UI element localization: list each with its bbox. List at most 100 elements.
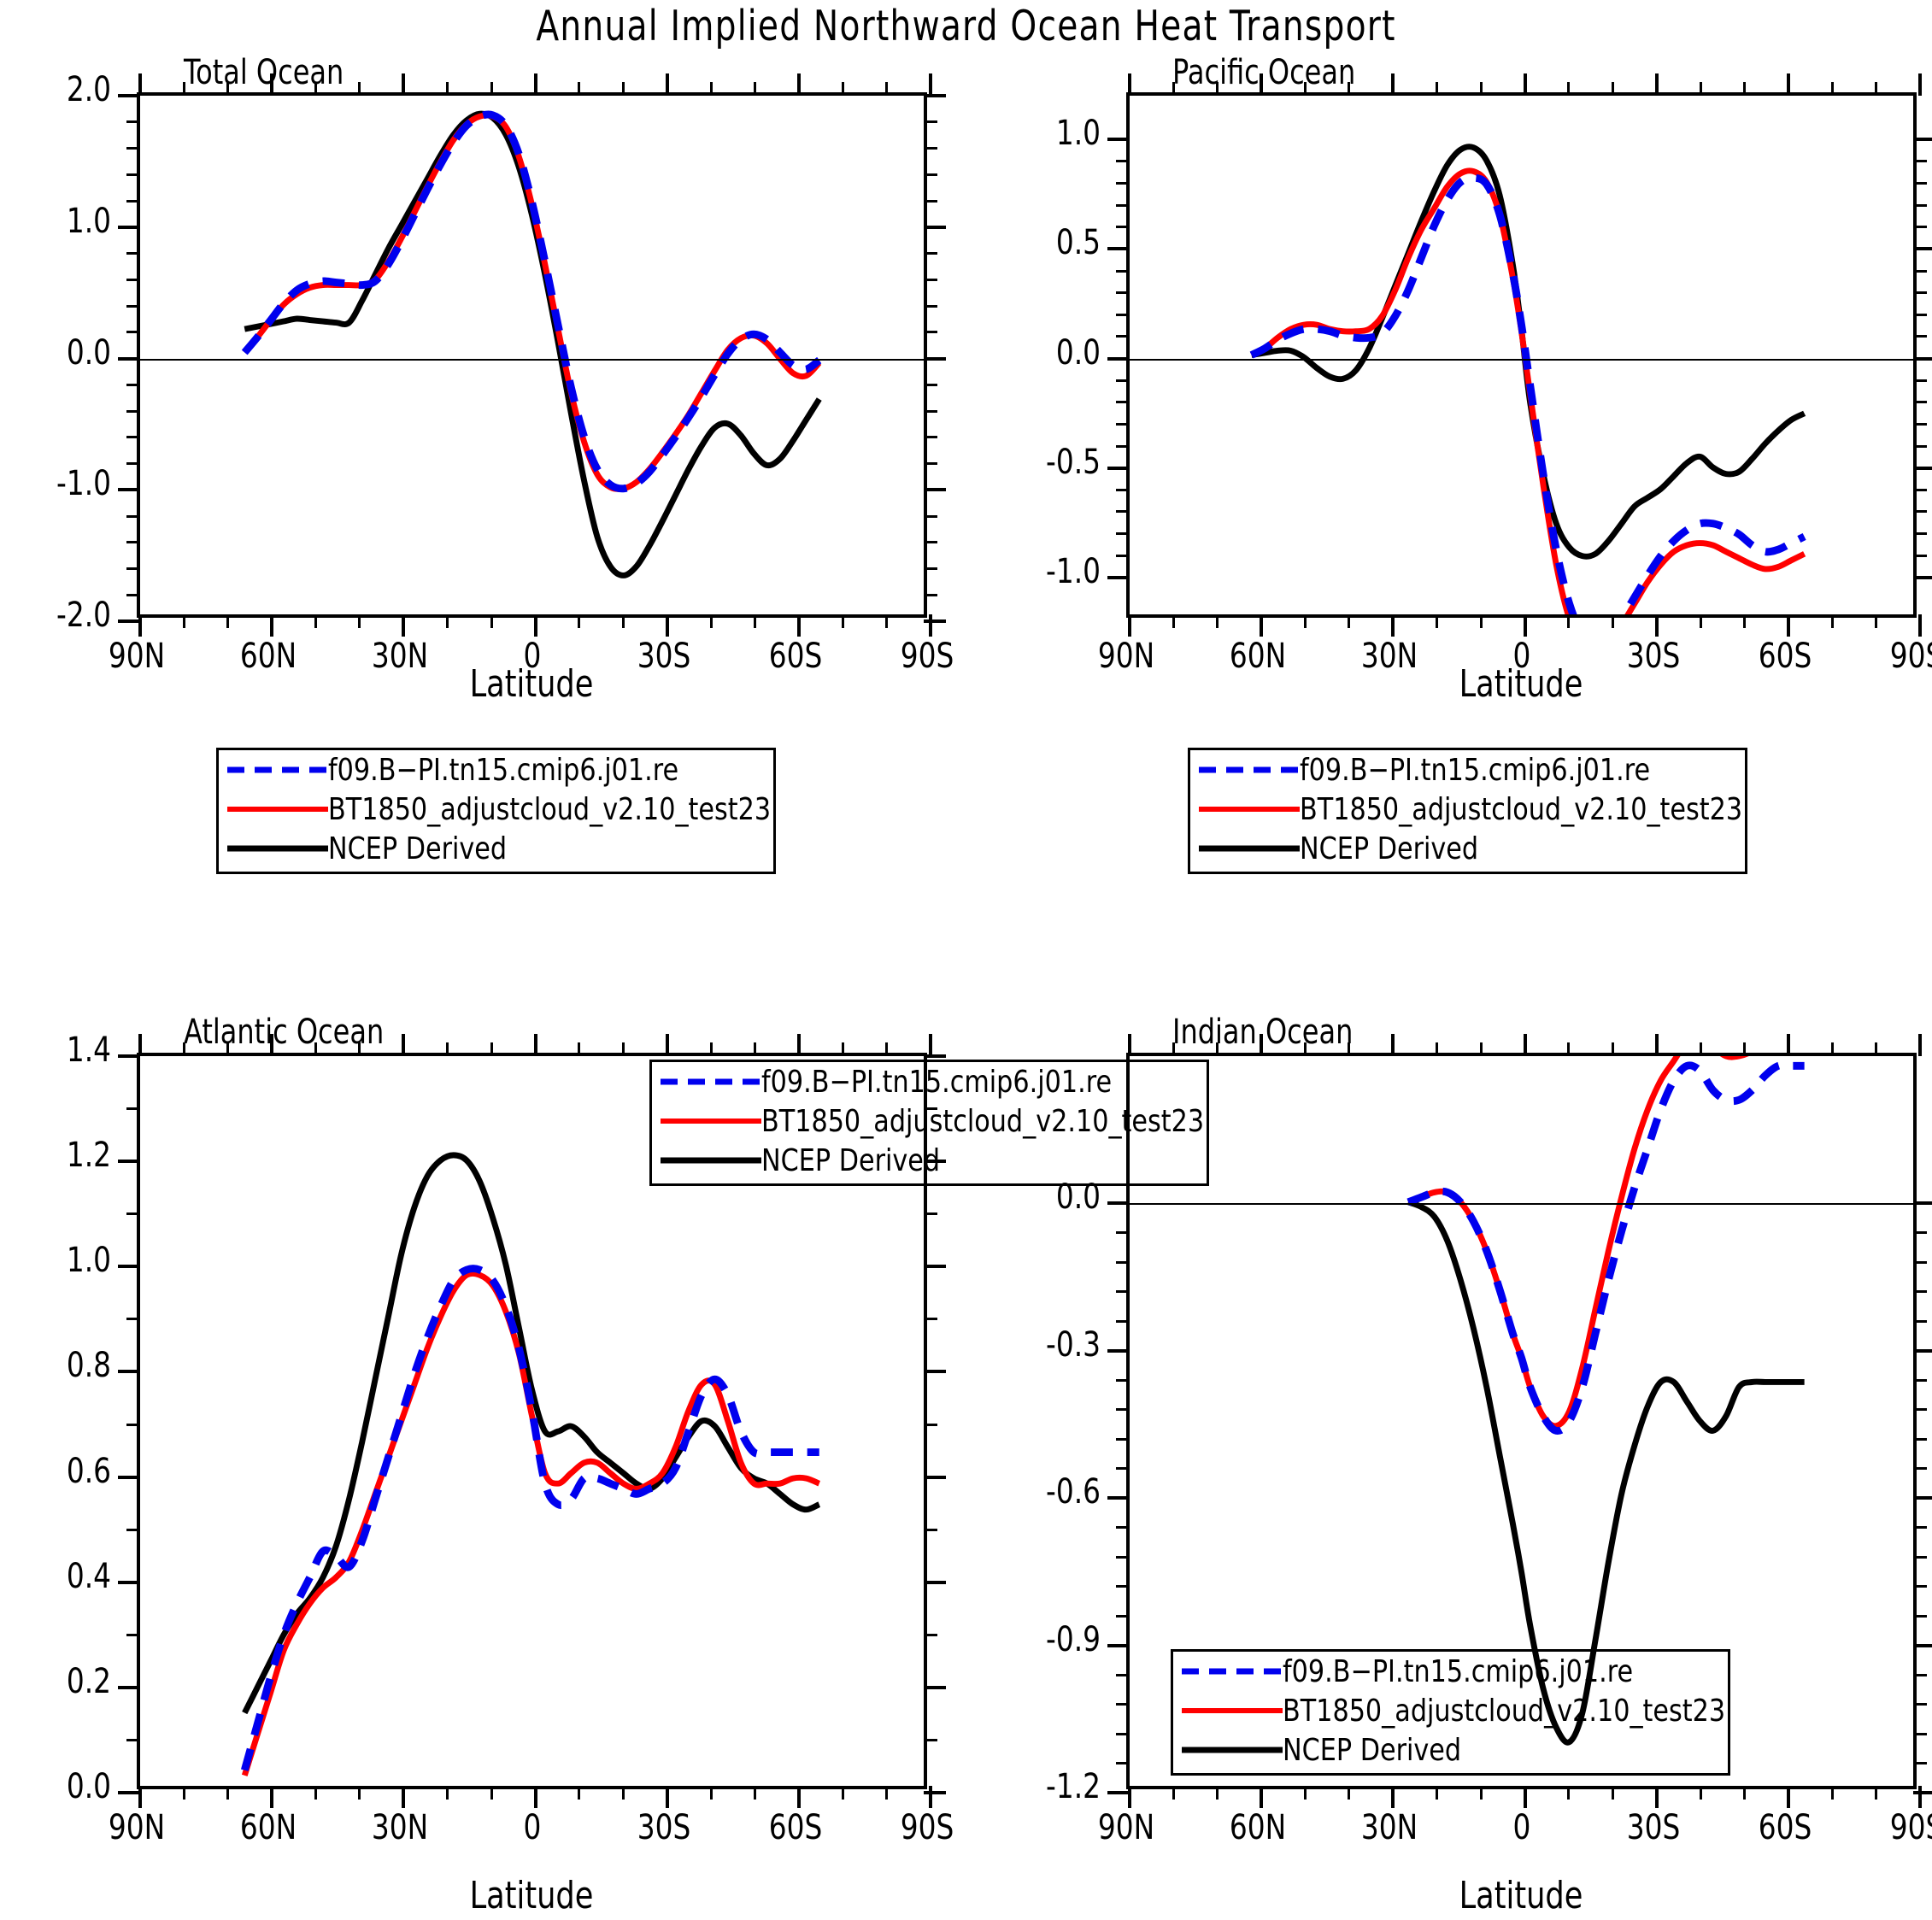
xtick-label-0-6: 90S <box>900 637 954 676</box>
legend-row-3-2: NCEP Derived <box>1173 1730 1728 1770</box>
series-line-BT1850_adjustcloud_v2.10_test23 <box>1406 1056 1749 1430</box>
ytick-right-minor-0-2-4 <box>924 462 937 465</box>
xtick-bottom-minor-0--20 <box>621 614 625 628</box>
xtick-top-minor-3--70 <box>1830 1042 1834 1056</box>
ytick-label-2-5: 0.4 <box>66 1556 111 1596</box>
legend-row-1-0: f09.B−PI.tn15.cmip6.j01.re <box>1190 750 1745 790</box>
ytick-label-1-0: 1.0 <box>1055 114 1101 154</box>
ytick-minor-1-2-4 <box>1116 444 1130 448</box>
xtick-bottom-minor-3-70 <box>1216 1786 1219 1800</box>
ytick-label-3-3: -0.9 <box>1046 1619 1101 1659</box>
xtick-top-minor-1--10 <box>1567 82 1571 96</box>
ytick-right-minor-0-3-4 <box>924 593 937 596</box>
ytick-major-3-4 <box>1107 1791 1130 1794</box>
legend-indian-ocean: f09.B−PI.tn15.cmip6.j01.re BT1850_adjustc… <box>1171 1649 1730 1776</box>
xtick-top-minor-3-20 <box>1436 1042 1439 1056</box>
ytick-right-minor-2-2-1 <box>924 1318 937 1321</box>
ytick-label-2-0: 1.4 <box>66 1030 111 1070</box>
ytick-right-minor-2-1-1 <box>924 1212 937 1216</box>
xtick-bottom-major-0-3 <box>533 614 537 637</box>
xtick-bottom-minor-2-40 <box>358 1786 361 1800</box>
xtick-top-minor-1--80 <box>1875 82 1878 96</box>
xtick-bottom-minor-3--20 <box>1611 1786 1614 1800</box>
ytick-major-0-0 <box>118 94 140 97</box>
series-line-f09.B−PI.tn15.cmip6.j01.re <box>240 1265 819 1771</box>
xtick-top-minor-1-50 <box>1304 82 1307 96</box>
ytick-minor-0-0-4 <box>126 199 140 203</box>
xtick-top-major-0-3 <box>533 73 537 96</box>
xtick-bottom-major-0-0 <box>138 614 142 637</box>
series-line-BT1850_adjustcloud_v2.10_test23 <box>242 112 822 492</box>
plot-area-indian-ocean <box>1107 1034 1932 1808</box>
xtick-bottom-major-1-4 <box>1654 614 1659 637</box>
xtick-top-minor-2--80 <box>885 1042 889 1056</box>
xtick-bottom-minor-0--40 <box>709 614 713 628</box>
ytick-major-0-3 <box>118 488 140 492</box>
ytick-label-1-4: -1.0 <box>1046 551 1101 591</box>
ytick-right-minor-1-3-2 <box>1913 510 1927 514</box>
ytick-right-major-1-0 <box>1913 138 1932 142</box>
xtick-top-major-0-6 <box>929 73 932 96</box>
xtick-top-minor-1--20 <box>1611 82 1614 96</box>
ytick-right-minor-2-5-1 <box>924 1633 937 1636</box>
xtick-label-1-6: 90S <box>1889 637 1932 676</box>
ytick-label-1-2: 0.0 <box>1055 332 1101 373</box>
xtick-bottom-minor-2-70 <box>226 1786 230 1800</box>
xtick-bottom-major-3-2 <box>1391 1786 1395 1808</box>
xtick-top-major-2-1 <box>270 1034 274 1056</box>
xaxis-title-atlantic-ocean: Latitude <box>469 1874 594 1917</box>
ytick-minor-0-0-3 <box>126 173 140 176</box>
ytick-minor-3-3-1 <box>1116 1673 1130 1676</box>
xtick-bottom-minor-3--40 <box>1699 1786 1702 1800</box>
ytick-right-major-1-3 <box>1913 466 1932 470</box>
ytick-right-minor-3-0-4 <box>1913 1319 1927 1323</box>
ytick-major-2-4 <box>118 1475 140 1479</box>
legend-swatch-BT1850_adjustcloud_v2.10_test23 <box>227 800 328 819</box>
xtick-bottom-minor-3-80 <box>1172 1786 1175 1800</box>
ytick-right-minor-3-3-1 <box>1913 1673 1927 1676</box>
ytick-right-major-3-3 <box>1913 1643 1932 1647</box>
ytick-right-minor-0-0-2 <box>924 147 937 150</box>
xtick-bottom-minor-3--80 <box>1875 1786 1878 1800</box>
series-line-BT1850_adjustcloud_v2.10_test23 <box>1250 167 1806 614</box>
ytick-right-minor-3-2-4 <box>1913 1614 1927 1618</box>
ytick-minor-1-1-1 <box>1116 269 1130 273</box>
ytick-minor-3-2-2 <box>1116 1555 1130 1559</box>
ytick-right-minor-1-1-1 <box>1913 269 1927 273</box>
xtick-bottom-minor-0--70 <box>841 614 844 628</box>
ytick-minor-2-4-1 <box>126 1528 140 1531</box>
xtick-top-minor-3-10 <box>1479 1042 1483 1056</box>
ytick-right-minor-3-0-1 <box>1913 1231 1927 1235</box>
xtick-bottom-minor-3--10 <box>1567 1786 1571 1800</box>
legend-row-0-1: BT1850_adjustcloud_v2.10_test23 <box>219 790 773 829</box>
xtick-top-minor-1-20 <box>1436 82 1439 96</box>
ytick-major-2-3 <box>118 1370 140 1374</box>
xtick-bottom-minor-1-70 <box>1216 614 1219 628</box>
xtick-top-minor-3--40 <box>1699 1042 1702 1056</box>
xtick-top-minor-0--70 <box>841 82 844 96</box>
xtick-top-minor-3--50 <box>1742 1042 1746 1056</box>
plot-area-atlantic-ocean <box>118 1034 946 1808</box>
ytick-major-2-2 <box>118 1265 140 1269</box>
ytick-right-minor-0-0-3 <box>924 173 937 176</box>
series-line-NCEP Derived <box>242 1152 821 1715</box>
xtick-label-2-0: 90N <box>108 1808 166 1847</box>
ytick-minor-0-1-4 <box>126 331 140 334</box>
ytick-minor-1-1-4 <box>1116 335 1130 338</box>
series-line-f09.B−PI.tn15.cmip6.j01.re <box>241 110 822 493</box>
xtick-top-minor-1--50 <box>1742 82 1746 96</box>
ytick-minor-3-3-2 <box>1116 1703 1130 1706</box>
xtick-label-0-1: 60N <box>240 637 297 676</box>
ytick-right-minor-3-2-2 <box>1913 1555 1927 1559</box>
ytick-right-minor-1-1-2 <box>1913 291 1927 295</box>
legend-row-1-2: NCEP Derived <box>1190 829 1745 868</box>
ytick-right-major-2-2 <box>924 1265 946 1269</box>
ytick-minor-0-3-2 <box>126 541 140 544</box>
legend-swatch-f09.B−PI.tn15.cmip6.j01.re <box>661 1072 761 1091</box>
legend-label-3-2: NCEP Derived <box>1283 1732 1462 1768</box>
ytick-right-minor-1-0-4 <box>1913 226 1927 229</box>
ytick-minor-3-0-1 <box>1116 1231 1130 1235</box>
ytick-right-minor-0-1-4 <box>924 331 937 334</box>
xtick-label-2-4: 30S <box>637 1808 690 1847</box>
ytick-label-2-2: 1.0 <box>66 1241 111 1281</box>
